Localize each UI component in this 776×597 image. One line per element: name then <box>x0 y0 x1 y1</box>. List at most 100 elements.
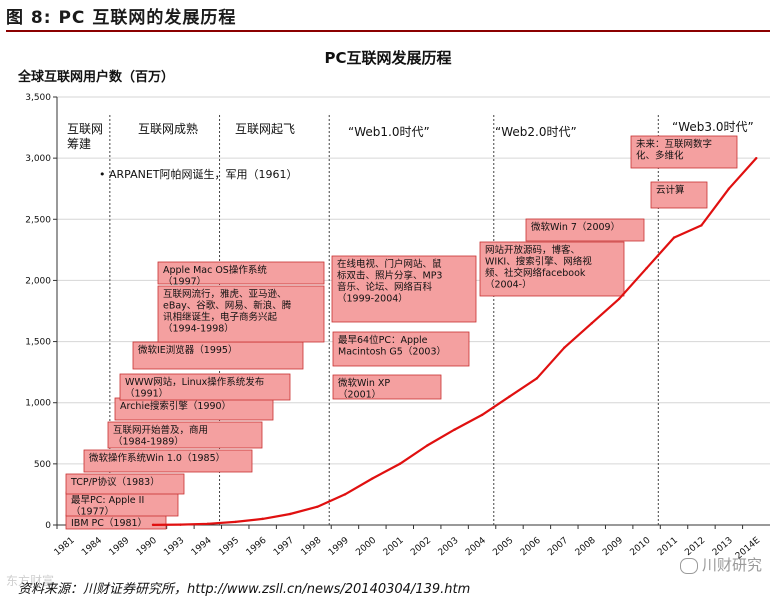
data-point <box>645 267 648 270</box>
watermark-right: 川财研究 <box>679 554 762 575</box>
x-tick-label: 1994 <box>190 535 214 558</box>
data-point <box>672 236 676 239</box>
annotation-text-line: 微软操作系统Win 1.0（1985） <box>89 452 225 464</box>
annotation-rect <box>525 218 645 242</box>
data-point <box>590 322 593 325</box>
annotation-text-line: 化、多维化 <box>636 150 684 162</box>
annotation-rect <box>65 473 185 495</box>
annotation-rect <box>332 374 442 400</box>
x-tick-label: 2011 <box>656 536 680 558</box>
annotation-text-line: 微软Win XP <box>338 377 390 389</box>
annotation-box: IBM PC（1981） <box>65 514 167 530</box>
data-point <box>151 523 155 527</box>
y-tick-label: 1,500 <box>25 338 51 348</box>
annotation-text-line: 标双击、照片分享、MP3 <box>337 270 442 282</box>
annotation-text-line: 最早PC: Apple II <box>71 495 144 506</box>
annotation-text-group: 微软操作系统Win 1.0（1985） <box>89 452 225 464</box>
annotation-text-group: 互联网开始普及，商用（1984-1989） <box>113 424 208 448</box>
x-tick-label: 2006 <box>519 535 543 558</box>
annotation-rect <box>65 491 179 517</box>
era-label-line: 互联网起飞 <box>235 122 295 136</box>
x-tick-label: 2008 <box>574 535 598 558</box>
x-tick-label: 2002 <box>409 536 433 558</box>
annotation-text-line: （1991） <box>125 388 168 400</box>
x-tick-label: 1999 <box>327 535 351 558</box>
source-note: 资料来源：川财证券研究所，http://www.zsll.cn/news/201… <box>18 582 471 597</box>
annotation-box: 云计算 <box>650 181 708 209</box>
x-tick-label: 2004 <box>464 535 488 558</box>
era-label-group: 互联网成熟 <box>138 121 198 136</box>
x-tick-label: 2001 <box>382 536 406 558</box>
data-point <box>371 477 374 480</box>
annotation-text-group: IBM PC（1981） <box>71 517 147 529</box>
watermark-left: 东方财富 <box>6 574 55 588</box>
era-label-line: 筹建 <box>67 137 91 151</box>
annotation-text-group: Apple Mac OS操作系统（1997） <box>163 264 267 288</box>
annotation-text-line: （1994-1998） <box>163 323 234 335</box>
y-axis-label: 全球互联网用户数（百万） <box>17 69 174 85</box>
annotation-box: 在线电视、门户网站、鼠标双击、照片分享、MP3音乐、论坛、网络百科（1999-2… <box>331 255 477 323</box>
annotation-text-line: WIKI、搜索引擎、网络视 <box>485 256 592 268</box>
annotation-box: 最早PC: Apple II（1977） <box>65 491 179 518</box>
annotation-box: 微软操作系统Win 1.0（1985） <box>83 449 253 473</box>
x-tick-label: 2003 <box>437 536 461 558</box>
annotation-box: 互联网开始普及，商用（1984-1989） <box>107 421 263 449</box>
annotation-text-line: 讯相继诞生，电子商务兴起 <box>163 311 278 323</box>
annotation-text-group: 微软IE浏览器（1995） <box>138 344 237 356</box>
annotation-rect <box>132 341 304 370</box>
annotation-box: 微软Win 7（2009） <box>525 218 645 242</box>
annotation-text-group: 网站开放源码，博客、WIKI、搜索引擎、网络视频、社交网络facebook（20… <box>485 244 592 291</box>
annotation-box: 微软Win XP（2001） <box>332 374 442 401</box>
annotation-text-group: TCP/P协议（1983） <box>70 476 160 488</box>
annotation-rect <box>157 285 325 343</box>
x-tick-label: 1984 <box>80 535 104 558</box>
annotation-text-group: 云计算 <box>656 184 685 196</box>
data-point <box>617 297 621 300</box>
x-tick-label: 2005 <box>491 536 515 558</box>
era-label-line: “Web2.0时代” <box>495 125 577 139</box>
annotation-text-line: TCP/P协议（1983） <box>70 476 160 488</box>
annotation-text-group: 互联网流行，雅虎、亚马逊、eBay、谷歌、网易、新浪、腾讯相继诞生，电子商务兴起… <box>163 288 292 335</box>
annotation-text-line: 微软IE浏览器（1995） <box>138 344 237 356</box>
y-tick-label: 3,500 <box>25 93 51 103</box>
chart-title: PC互联网发展历程 <box>324 49 451 67</box>
annotation-box: 互联网流行，雅虎、亚马逊、eBay、谷歌、网易、新浪、腾讯相继诞生，电子商务兴起… <box>157 285 325 343</box>
y-tick-label: 3,000 <box>25 154 51 164</box>
annotation-text-line: Macintosh G5（2003） <box>338 346 446 358</box>
annotation-rect <box>157 261 325 285</box>
y-tick-label: 0 <box>45 521 51 531</box>
annotation-box: 网站开放源码，博客、WIKI、搜索引擎、网络视频、社交网络facebook（20… <box>479 241 625 297</box>
annotation-text-line: 互联网流行，雅虎、亚马逊、 <box>163 288 287 300</box>
x-tick-label: 2000 <box>354 535 378 558</box>
data-point <box>343 493 347 496</box>
figure-header: 图 8: PC 互联网的发展历程 <box>0 0 776 32</box>
data-point <box>206 522 210 525</box>
annotation-text-line: 云计算 <box>656 184 685 196</box>
annotation-box: Apple Mac OS操作系统（1997） <box>157 261 325 288</box>
annotation-rect <box>630 135 738 169</box>
era-label-group: “Web1.0时代” <box>348 125 430 139</box>
annotation-text-line: 未来：互联网数字 <box>636 138 712 150</box>
annotation-text-line: IBM PC（1981） <box>71 517 147 529</box>
annotation-box: WWW网站，Linux操作系统发布（1991） <box>119 373 291 401</box>
x-tick-label: 2007 <box>546 536 570 558</box>
annotation-text-group: 在线电视、门户网站、鼠标双击、照片分享、MP3音乐、论坛、网络百科（1999-2… <box>337 258 442 305</box>
annotation-rect <box>331 255 477 323</box>
annotation-box: 微软IE浏览器（1995） <box>132 341 304 370</box>
data-point <box>179 523 182 526</box>
era-label-group: “Web3.0时代” <box>672 120 754 134</box>
annotation-text-line: WWW网站，Linux操作系统发布 <box>125 376 264 388</box>
x-tick-label: 1997 <box>272 536 296 558</box>
annotation-text-line: Apple Mac OS操作系统 <box>163 264 267 276</box>
annotation-box: Archie搜索引擎（1990） <box>114 397 274 421</box>
era-label-group: 互联网起飞 <box>235 122 295 136</box>
annotation-text-line: 最早64位PC：Apple <box>338 334 428 346</box>
data-point <box>480 413 484 417</box>
annotation-text-line: 音乐、论坛、网络百科 <box>337 281 433 293</box>
annotation-rect <box>83 449 253 473</box>
x-tick-label: 1998 <box>299 535 323 558</box>
data-point <box>535 377 539 380</box>
annotation-text-line: 在线电视、门户网站、鼠 <box>337 258 442 270</box>
